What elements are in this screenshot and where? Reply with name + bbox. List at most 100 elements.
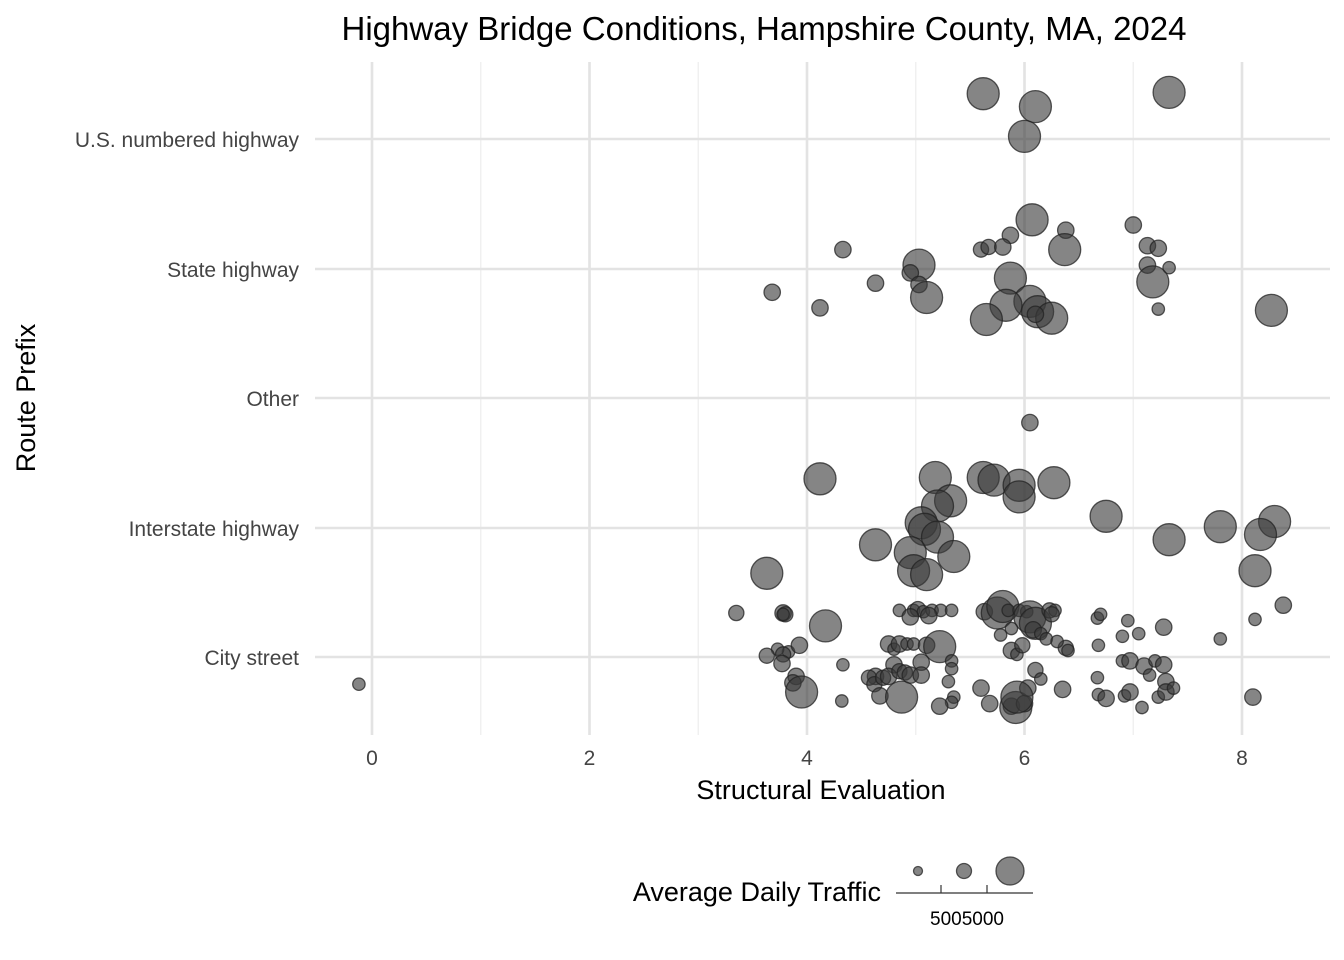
data-points	[352, 75, 1293, 725]
x-tick-label: 8	[1236, 747, 1248, 770]
data-point	[901, 608, 920, 626]
data-point	[909, 557, 944, 592]
legend-key-circle	[912, 865, 924, 877]
y-tick-label: U.S. numbered highway	[75, 129, 300, 152]
x-axis-title: Structural Evaluation	[696, 775, 945, 805]
data-point	[1248, 612, 1262, 627]
data-point	[1149, 239, 1168, 258]
data-point	[980, 694, 999, 713]
data-point	[784, 675, 819, 709]
data-point	[944, 603, 959, 618]
data-point	[993, 628, 1008, 642]
data-point	[1124, 216, 1143, 234]
data-point	[1091, 638, 1106, 653]
data-point	[750, 556, 784, 590]
data-point	[1093, 607, 1108, 622]
data-point	[1097, 689, 1115, 708]
data-point	[966, 77, 1000, 111]
data-point	[1061, 643, 1075, 658]
data-point	[909, 280, 944, 315]
data-point	[758, 647, 776, 664]
data-point	[1053, 680, 1072, 699]
data-point	[1043, 606, 1060, 623]
data-point	[1244, 688, 1262, 706]
x-tick-label: 6	[1019, 747, 1031, 770]
x-tick-label: 2	[584, 747, 596, 770]
legend-key-circle	[955, 862, 973, 880]
data-point	[1007, 119, 1042, 154]
data-point	[941, 674, 956, 689]
data-point	[993, 238, 1012, 256]
data-point	[836, 657, 850, 672]
data-point	[834, 240, 852, 259]
y-tick-label: State highway	[167, 259, 299, 282]
data-point	[1152, 523, 1186, 557]
data-point	[919, 606, 938, 625]
data-point	[866, 274, 885, 293]
data-point	[1000, 680, 1034, 714]
data-point	[1213, 632, 1228, 646]
data-point	[1142, 668, 1157, 682]
data-point	[937, 539, 971, 574]
size-legend: Average Daily Traffic 5005000	[633, 856, 1033, 930]
data-point	[1203, 510, 1237, 544]
data-point	[1115, 629, 1130, 644]
data-point	[1254, 293, 1289, 328]
data-point	[1026, 305, 1045, 324]
legend-title: Average Daily Traffic	[633, 877, 881, 907]
data-point	[972, 679, 990, 697]
y-axis-title: Route Prefix	[11, 323, 41, 472]
data-point	[352, 677, 366, 692]
legend-labels: 5005000	[930, 909, 1004, 930]
data-point	[1050, 634, 1064, 649]
data-point	[1089, 499, 1123, 533]
data-point	[1004, 621, 1019, 636]
legend-key-circle	[995, 856, 1025, 886]
data-point	[773, 654, 791, 673]
data-point	[1021, 413, 1039, 432]
data-point	[763, 283, 782, 302]
data-point	[1120, 613, 1135, 628]
data-point	[1152, 75, 1186, 110]
data-point	[1002, 480, 1036, 514]
data-point	[834, 694, 849, 708]
data-point	[1033, 672, 1048, 686]
data-point	[1131, 626, 1146, 641]
data-point	[1121, 683, 1139, 701]
data-point	[1151, 302, 1166, 316]
data-point	[1136, 265, 1170, 299]
x-tick-label: 0	[366, 747, 378, 770]
data-point	[808, 609, 843, 643]
data-point	[858, 528, 893, 562]
data-point	[912, 666, 931, 684]
data-point	[1015, 203, 1049, 237]
data-point	[728, 604, 745, 622]
data-point	[811, 299, 829, 317]
data-point	[1135, 700, 1149, 715]
data-point	[1274, 596, 1293, 615]
y-axis-tick-labels: City street Interstate highway Other State …	[75, 129, 300, 670]
data-point	[1090, 670, 1105, 685]
data-point	[1238, 554, 1272, 588]
data-point	[1048, 232, 1082, 267]
y-tick-label: City street	[204, 647, 299, 670]
data-point	[1162, 260, 1176, 275]
data-point	[944, 661, 959, 676]
data-point	[923, 629, 957, 664]
chart-title: Highway Bridge Conditions, Hampshire Cou…	[342, 10, 1187, 47]
data-point	[1166, 681, 1181, 695]
y-tick-label: Interstate highway	[129, 518, 300, 541]
data-point	[1037, 466, 1071, 500]
data-point	[803, 462, 837, 496]
data-point	[884, 680, 919, 714]
data-point	[776, 607, 790, 622]
data-point	[969, 302, 1004, 337]
data-point	[1154, 618, 1173, 637]
x-axis-tick-labels: 0 2 4 6 8	[366, 747, 1248, 770]
data-point	[1018, 89, 1053, 124]
legend-keys	[896, 856, 1033, 894]
data-point	[930, 697, 949, 716]
x-tick-label: 4	[801, 747, 813, 770]
